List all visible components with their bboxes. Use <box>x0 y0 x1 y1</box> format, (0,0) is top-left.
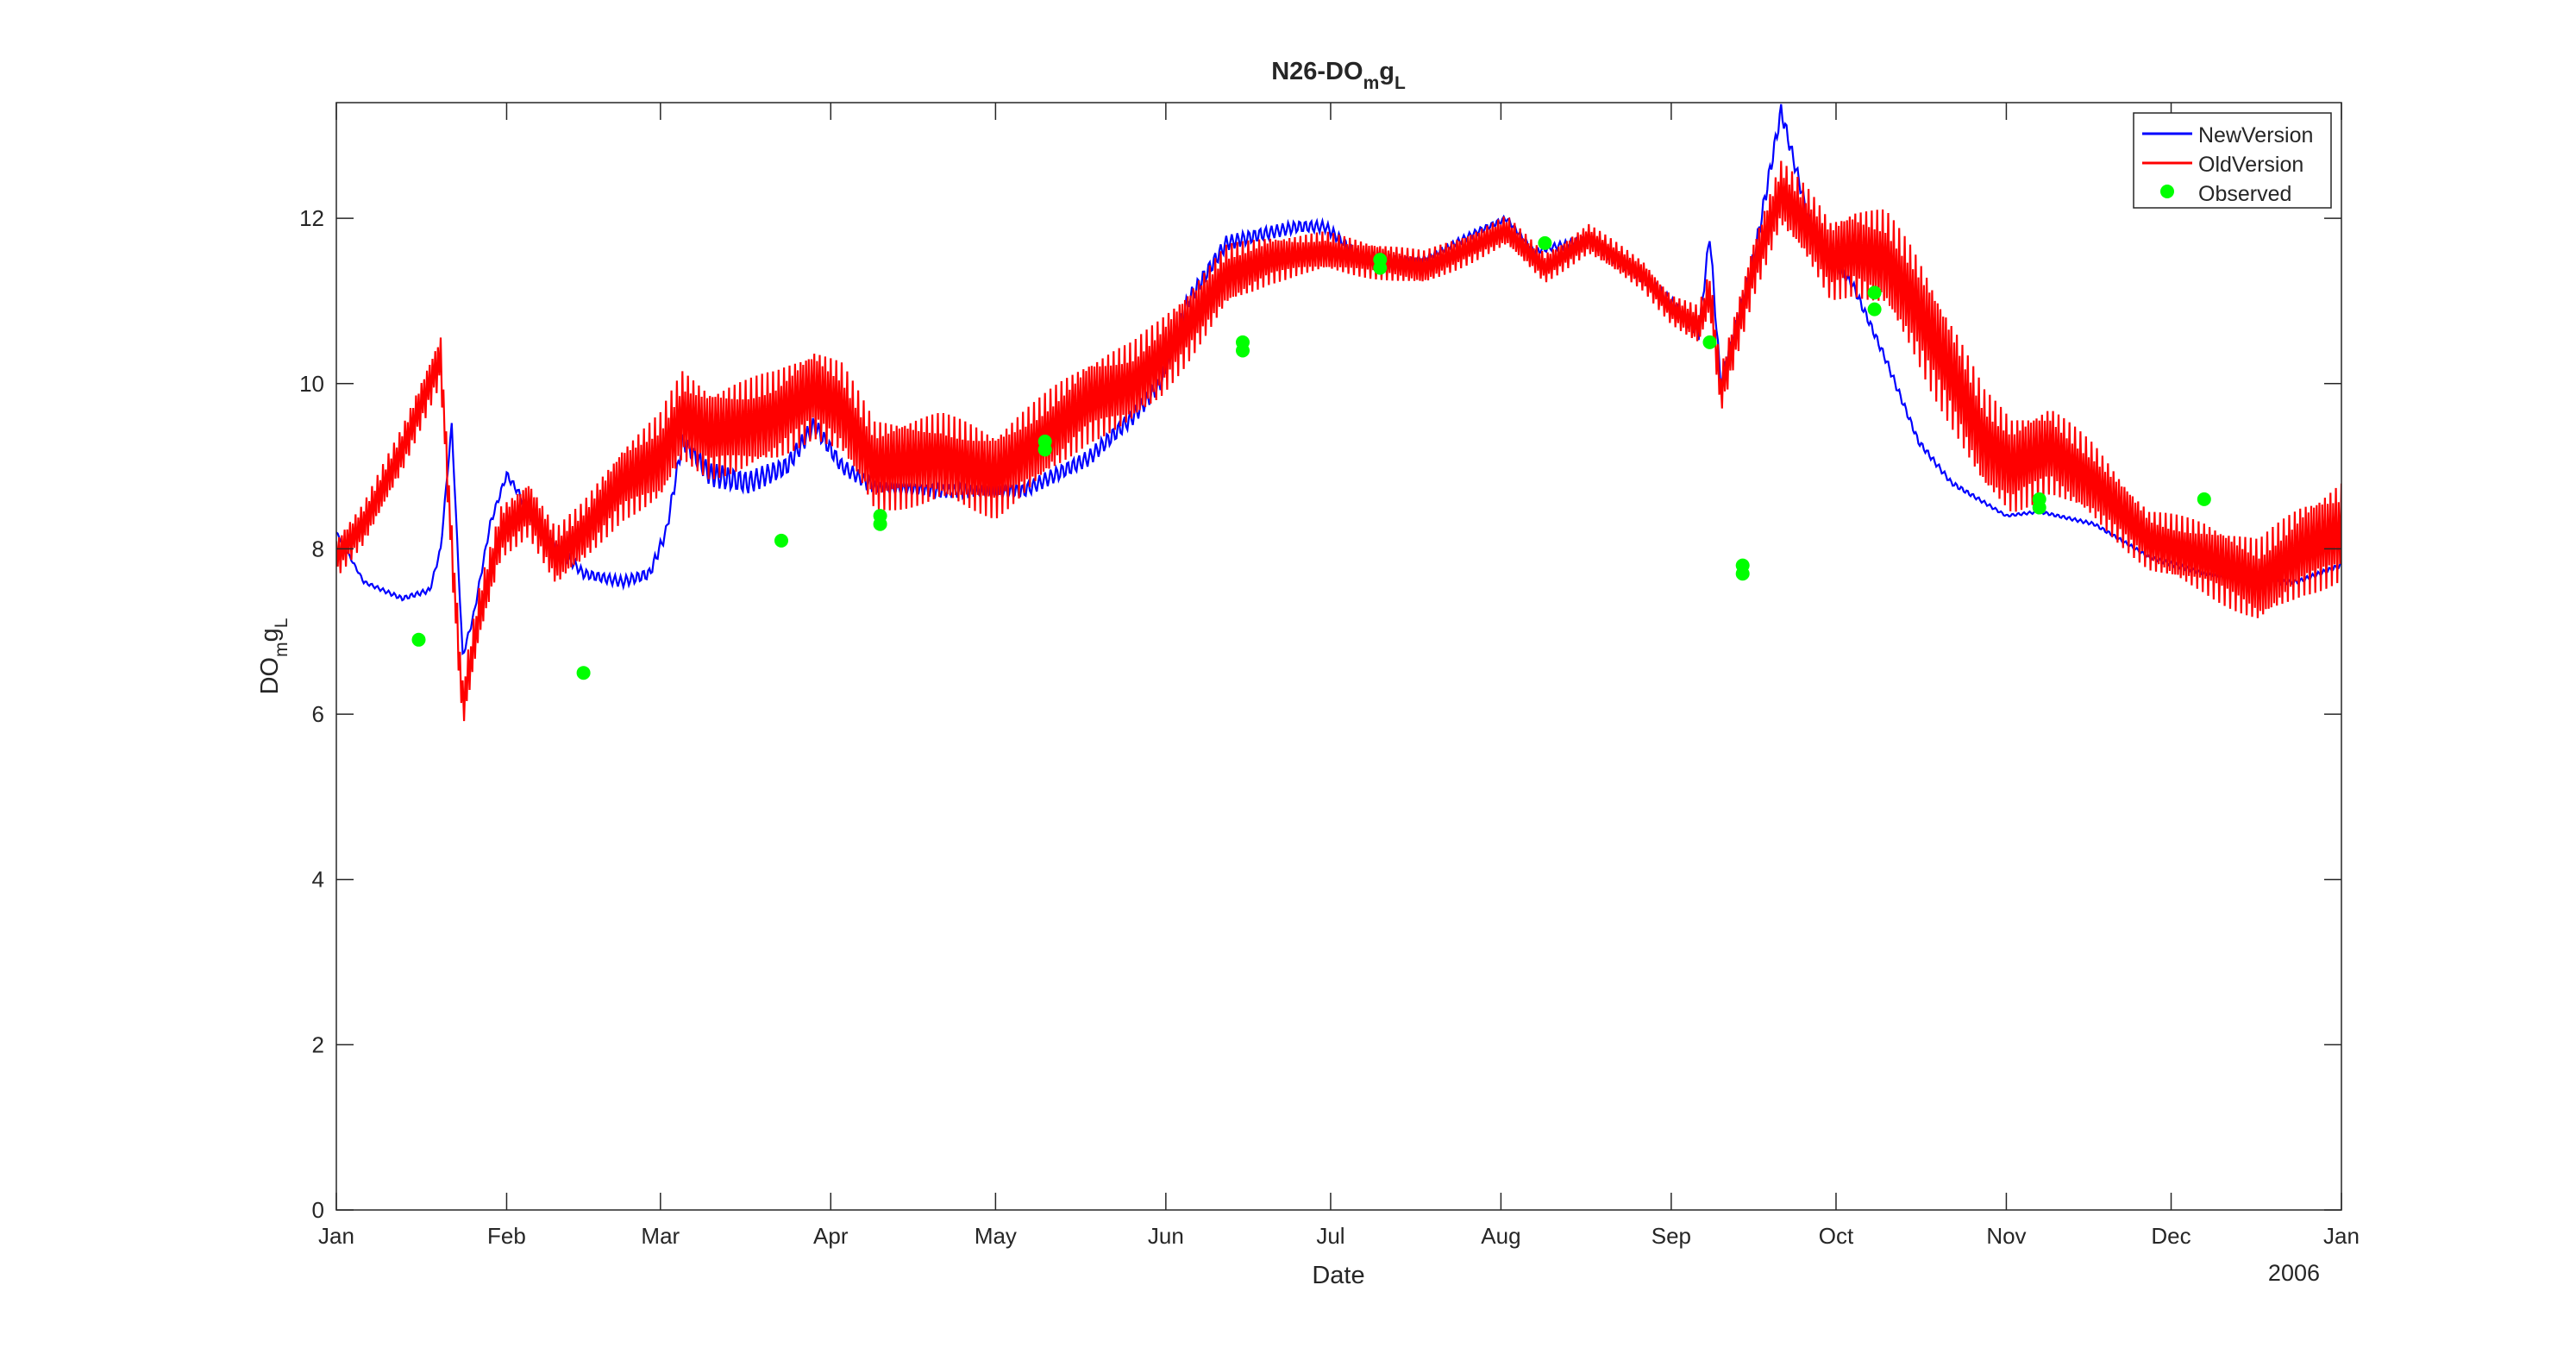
legend-label-oldversion: OldVersion <box>2198 153 2303 177</box>
y-tick-label: 2 <box>312 1031 324 1057</box>
observed-point <box>1037 442 1052 457</box>
observed-point <box>1702 335 1717 349</box>
x-tick-label: Mar <box>641 1223 680 1249</box>
y-tick-label: 6 <box>312 701 324 727</box>
y-tick-label: 4 <box>312 867 324 893</box>
legend-swatch-observed <box>2160 185 2174 198</box>
x-tick-label: Aug <box>1481 1223 1520 1249</box>
x-tick-label: Oct <box>1819 1223 1854 1249</box>
x-tick-label: May <box>975 1223 1017 1249</box>
x-tick-label: Jun <box>1148 1223 1184 1249</box>
axes-box <box>335 102 2342 1211</box>
x-tick-label: Jul <box>1316 1223 1344 1249</box>
observed-point <box>411 632 426 647</box>
x-tick-label: Jan <box>318 1223 354 1249</box>
observed-point <box>2197 492 2211 506</box>
observed-point <box>1735 567 1750 581</box>
x-tick-label: Feb <box>487 1223 526 1249</box>
year-label: 2006 <box>2268 1260 2320 1286</box>
observed-point <box>1373 260 1388 275</box>
x-tick-label: Nov <box>1986 1223 2026 1249</box>
legend-label-observed: Observed <box>2198 182 2291 206</box>
axes-layer: 0 2 4 6 8 10 12 Jan Feb Mar Apr May Jun Jul Aug Sep Oct N… <box>299 102 2360 1249</box>
observed-point <box>1538 235 1552 250</box>
plot-area <box>336 103 2341 1210</box>
series-line-oldversion <box>336 160 2341 722</box>
observed-point <box>1867 302 1882 317</box>
y-tick-label: 12 <box>299 205 324 231</box>
observed-point <box>576 666 591 680</box>
x-tick-label: Dec <box>2151 1223 2191 1249</box>
x-axis-label: Date <box>1312 1262 1364 1289</box>
observed-point <box>1867 285 1882 300</box>
series-line-newversion <box>336 103 2341 655</box>
y-tick-label: 10 <box>299 371 324 397</box>
observed-point <box>2032 500 2046 515</box>
y-tick-label: 8 <box>312 536 324 561</box>
chart-title: N26-DOmgL <box>1271 58 1406 93</box>
legend-label-newversion: NewVersion <box>2198 123 2313 147</box>
observed-point <box>873 517 887 531</box>
y-tick-label: 0 <box>312 1197 324 1223</box>
observed-point <box>1236 343 1250 358</box>
legend: NewVersion OldVersion Observed <box>2133 112 2332 209</box>
y-axis-label: DOmgL <box>256 618 291 695</box>
series-layer <box>336 103 2341 722</box>
observed-point <box>774 533 788 548</box>
x-tick-label: Jan <box>2323 1223 2360 1249</box>
x-tick-label: Sep <box>1652 1223 1691 1249</box>
x-tick-label: Apr <box>813 1223 849 1249</box>
